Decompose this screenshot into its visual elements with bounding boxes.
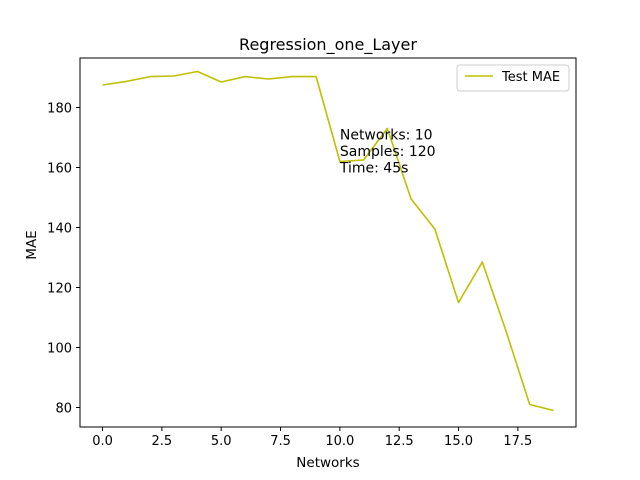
x-tick-label: 7.5 <box>270 434 291 449</box>
legend-box <box>456 64 570 92</box>
legend-label: Test MAE <box>501 70 560 85</box>
x-tick-label: 2.5 <box>152 434 173 449</box>
y-tick-label: 80 <box>55 402 72 417</box>
x-tick-label: 0.0 <box>92 434 113 449</box>
axes-frame <box>79 57 577 428</box>
x-axis-label: Networks <box>296 455 359 471</box>
x-tick-label: 17.5 <box>503 434 532 449</box>
plot-area: 0.0 2.5 5.0 7.5 10.0 12.5 15.0 17.5 80 100 120 140 1… <box>47 57 577 449</box>
x-tick-label: 5.0 <box>211 434 232 449</box>
y-tick-label: 180 <box>47 102 72 117</box>
x-tick-label: 10.0 <box>325 434 354 449</box>
annotation-line: Samples: 120 <box>340 144 436 160</box>
chart-title: Regression_one_Layer <box>239 35 417 55</box>
annotation-line: Time: 45s <box>339 161 409 177</box>
y-tick-label: 100 <box>47 342 72 357</box>
y-tick-label: 120 <box>47 282 72 297</box>
series-line-1 <box>102 70 554 412</box>
x-tick-label: 15.0 <box>444 434 473 449</box>
y-tick-label: 140 <box>47 222 72 237</box>
y-tick-label: 160 <box>47 162 72 177</box>
y-axis-label: MAE <box>24 230 40 259</box>
x-tick-label: 12.5 <box>385 434 414 449</box>
annotation-line: Networks: 10 <box>340 128 433 144</box>
